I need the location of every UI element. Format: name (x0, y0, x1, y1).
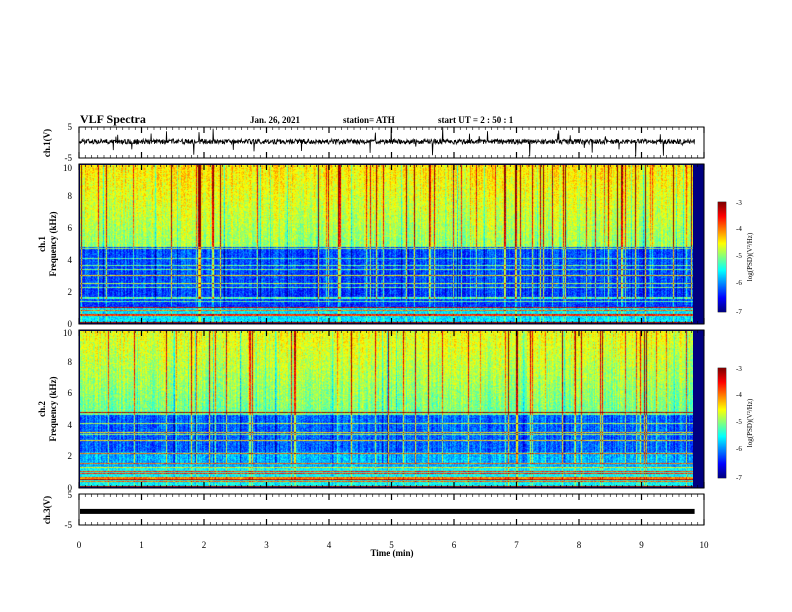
ch3-ylabel: ch.3(V) (42, 496, 52, 524)
x-tick-label-10: 10 (700, 540, 710, 550)
ch2-cb-tick-m4: -4 (736, 391, 742, 399)
ch2-ytick-0: 0 (68, 483, 73, 493)
ch2-spec-ylabel: ch.2 (37, 401, 47, 417)
ch1-colorbar: -3 -4 -5 -6 -7 log(PSD)(V²/Hz) (717, 199, 754, 316)
ch2-spec-ylabel-freq: Frequency (kHz) (48, 376, 58, 441)
ch2-spectrogram-panel: 0 2 4 6 8 10 ch.2 Frequency (kHz) (37, 328, 705, 493)
ch1-ytick-bottom: -5 (65, 153, 73, 163)
ch2-ytick-8: 8 (68, 357, 73, 367)
ch1-spectrogram-image (80, 165, 693, 323)
x-tick-label-8: 8 (577, 540, 582, 550)
date-label: Jan. 26, 2021 (250, 115, 301, 125)
ch1-ytick-10: 10 (63, 163, 73, 173)
x-tick-label-5: 5 (389, 540, 394, 550)
ch1-ytick-4: 4 (68, 255, 73, 265)
ch2-ytick-10: 10 (63, 328, 73, 338)
ch3-ytick-bottom: -5 (65, 520, 73, 530)
station-label: station= ATH (343, 115, 395, 125)
ch1-ytick-top: 5 (68, 122, 73, 132)
x-tick-label-1: 1 (139, 540, 144, 550)
start-time-label: start UT = 2 : 50 : 1 (438, 115, 514, 125)
ch1-cb-tick-m3: -3 (736, 199, 742, 207)
time-ticks (78, 127, 705, 525)
x-tick-label-4: 4 (327, 540, 332, 550)
ch1-spectrogram-panel: 0 2 4 6 8 10 ch.1 Frequency (kHz) (37, 163, 705, 329)
ch2-cb-tick-m6: -6 (736, 445, 742, 453)
ch2-ytick-2: 2 (68, 451, 73, 461)
ch2-colorbar-label: log(PSD)(V²/Hz) (746, 398, 754, 447)
ch3-ytick-top: 5 (68, 490, 73, 500)
ch1-cb-tick-m7: -7 (736, 308, 742, 316)
ch2-spectrogram-image (80, 331, 693, 487)
ch1-colorbar-label: log(PSD)(V²/Hz) (746, 232, 754, 281)
ch2-ytick-6: 6 (68, 388, 73, 398)
ch1-cb-tick-m4: -4 (736, 225, 742, 233)
ch2-colorbar: -3 -4 -5 -6 -7 log(PSD)(V²/Hz) (717, 365, 754, 482)
x-tick-label-0: 0 (77, 540, 82, 550)
ch1-spec-ylabel: ch.1 (37, 236, 47, 252)
ch1-cb-tick-m6: -6 (736, 279, 742, 287)
x-axis-label: Time (min) (370, 548, 413, 558)
ch2-ytick-4: 4 (68, 420, 73, 430)
x-tick-label-2: 2 (202, 540, 207, 550)
ch1-colorbar-image (718, 202, 726, 312)
ch1-cb-tick-m5: -5 (736, 252, 742, 260)
x-tick-labels: 0 1 2 3 4 5 6 7 8 9 10 (77, 540, 709, 550)
ch1-ytick-0: 0 (68, 319, 73, 329)
ch1-waveform-trace (78, 126, 695, 157)
ch1-yticks: 0 2 4 6 8 10 (63, 163, 73, 329)
x-tick-label-9: 9 (639, 540, 644, 550)
ch1-spec-ylabel-freq: Frequency (kHz) (48, 211, 58, 276)
ch1-ylabel: ch.1(V) (42, 129, 52, 157)
figure-title: VLF Spectra (80, 112, 146, 126)
ch1-ytick-2: 2 (68, 287, 73, 297)
x-tick-label-7: 7 (514, 540, 519, 550)
ch3-waveform-trace (80, 508, 695, 514)
x-tick-label-3: 3 (264, 540, 269, 550)
ch2-cb-tick-m3: -3 (736, 365, 742, 373)
ch2-yticks: 0 2 4 6 8 10 (63, 328, 73, 493)
ch1-ytick-6: 6 (68, 223, 73, 233)
x-tick-label-6: 6 (452, 540, 457, 550)
ch2-colorbar-image (718, 368, 726, 478)
ch1-ytick-8: 8 (68, 191, 73, 201)
ch2-cb-tick-m5: -5 (736, 418, 742, 426)
ch2-cb-tick-m7: -7 (736, 474, 742, 482)
